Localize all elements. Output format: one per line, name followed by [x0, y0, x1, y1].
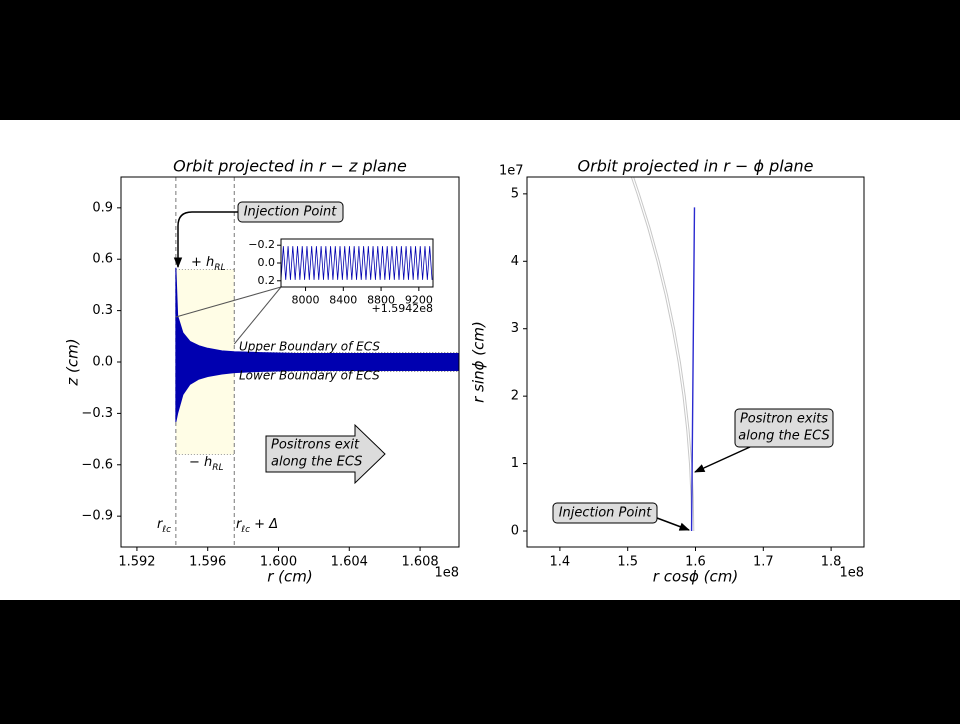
x-tick-label: 1.4 — [550, 555, 571, 570]
label-main: r — [157, 517, 164, 532]
chart-title: Orbit projected in r − ϕ plane — [578, 157, 814, 176]
annotation-box — [734, 408, 834, 448]
x-tick-label: 1.604 — [331, 555, 368, 570]
ecs-label: Lower Boundary of ECS — [239, 369, 380, 383]
label-main: − h — [189, 455, 212, 470]
x-tick-label: 1.7 — [753, 555, 774, 570]
x-axis-label: r (cm) — [267, 568, 313, 586]
axes-frame — [280, 238, 434, 288]
x-tick-label: 1.608 — [401, 555, 438, 570]
x-tick-label: 1.600 — [260, 555, 297, 570]
y-tick-label: 0.3 — [92, 303, 113, 318]
x-tick-label: 1.8 — [821, 555, 842, 570]
y-tick-label: −0.9 — [81, 509, 113, 524]
y-tick-label: 5 — [511, 186, 519, 201]
y-tick-label: −0.2 — [248, 238, 275, 251]
x-offset: 1e8 — [434, 566, 459, 581]
y-tick-label: −0.3 — [81, 406, 113, 421]
y-axis-label: r sinϕ (cm) — [470, 321, 488, 403]
y-tick-label: 0.2 — [258, 274, 276, 287]
inset-connector — [175, 286, 282, 318]
label-main: + h — [191, 255, 214, 270]
label-subscript: ℓc — [240, 525, 250, 535]
data-line — [690, 207, 696, 532]
label-subscript: RL — [212, 463, 223, 473]
annotation-label: rℓc — [157, 517, 171, 535]
annotation-text: along the ECS — [738, 429, 829, 444]
annotation-box — [552, 502, 658, 524]
y-tick-label: 3 — [511, 321, 519, 336]
y-tick-label: 2 — [511, 389, 519, 404]
annotation-text: Injection Point — [559, 506, 653, 521]
x-tick-label: 9200 — [405, 294, 433, 307]
inset-connector — [233, 286, 282, 345]
label-subscript: RL — [214, 263, 225, 273]
annotation-text: along the ECS — [271, 455, 362, 470]
y-tick-label: 0 — [511, 524, 519, 539]
data-line — [630, 177, 693, 532]
annotation-box — [237, 201, 344, 223]
x-offset: +1.5942e8 — [372, 302, 433, 315]
y-tick-label: 0.0 — [258, 256, 276, 269]
annotation-text: Positrons exit — [271, 438, 360, 453]
x-tick-label: 1.6 — [685, 555, 706, 570]
y-tick-label: 1 — [511, 456, 519, 471]
annotation-text: Positron exits — [740, 412, 828, 427]
label-main: r — [236, 517, 243, 532]
annotation-arrow — [173, 211, 238, 269]
annotation-text: Injection Point — [244, 205, 338, 220]
axes-frame — [526, 176, 865, 548]
x-axis-label: r cosϕ (cm) — [653, 568, 738, 586]
y-tick-label: 0.9 — [92, 200, 113, 215]
exit-arrow — [265, 423, 386, 485]
y-tick-label: 4 — [511, 254, 519, 269]
annotation-arrow — [694, 446, 751, 473]
x-tick-label: 8400 — [329, 294, 357, 307]
x-tick-label: 8800 — [367, 294, 395, 307]
annotation-arrow — [656, 517, 690, 531]
orbit-band — [175, 267, 459, 423]
chart-title: Orbit projected in r − z plane — [173, 157, 407, 176]
y-tick-label: −0.6 — [81, 457, 113, 472]
plot-area — [527, 177, 864, 547]
annotation-label: rℓc + Δ — [236, 517, 278, 535]
y-offset: 1e7 — [499, 164, 524, 179]
x-offset: 1e8 — [839, 566, 864, 581]
y-tick-label: 0.6 — [92, 252, 113, 267]
annotation-label: + hRL — [191, 255, 226, 273]
x-tick-label: 1.5 — [617, 555, 638, 570]
axes-frame — [120, 176, 460, 548]
y-tick-label: 0.0 — [92, 355, 113, 370]
label-tail: + Δ — [250, 517, 278, 532]
y-axis-label: z (cm) — [64, 338, 82, 386]
x-tick-label: 8000 — [292, 294, 320, 307]
label-subscript: ℓc — [161, 525, 171, 535]
data-line — [281, 246, 433, 280]
ecs-label: Upper Boundary of ECS — [239, 340, 380, 354]
x-tick-label: 1.592 — [118, 555, 155, 570]
x-tick-label: 1.596 — [189, 555, 226, 570]
annotation-label: − hRL — [189, 455, 224, 473]
